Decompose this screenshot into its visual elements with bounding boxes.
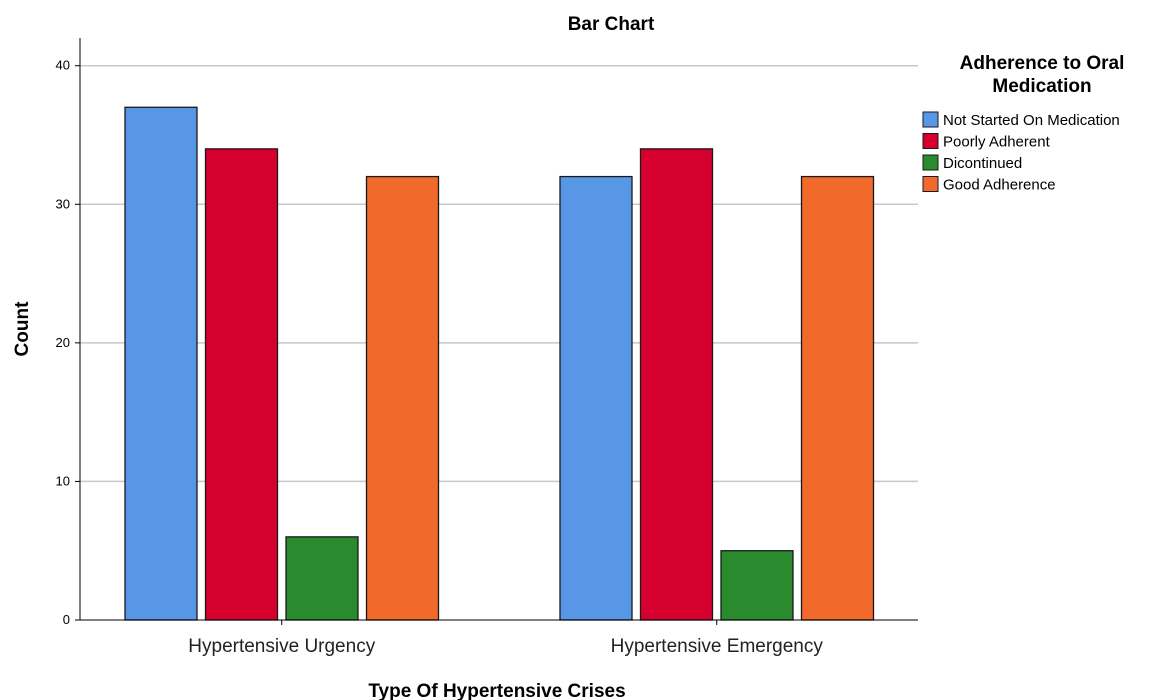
legend-label: Poorly Adherent [943,134,1051,151]
legend-swatch [922,133,939,149]
bars [124,106,875,621]
legend-title-line-2: Medication [992,76,1091,97]
bar-good-adherence-hypertensive-emergency [800,175,875,621]
bar-poorly-adherent-hypertensive-urgency [204,148,279,621]
legend-label: Dicontinued [943,155,1022,172]
bar-not-started-on-medication-hypertensive-emergency [559,175,633,621]
y-axis-title: Count [12,301,33,357]
y-tick-label: 40 [56,58,70,73]
bar-dicontinued-hypertensive-urgency [285,536,359,621]
y-tick-labels: 0 10 20 30 40 [56,58,70,627]
bar-good-adherence-hypertensive-urgency [365,175,440,621]
legend-title-line-1: Adherence to Oral [960,53,1125,74]
bar-poorly-adherent-hypertensive-emergency [639,148,714,621]
bar-dicontinued-hypertensive-emergency [720,550,794,621]
x-category-label: Hypertensive Urgency [188,636,375,657]
y-tick-label: 0 [63,612,70,627]
axes [75,38,918,625]
x-category-labels: Hypertensive Urgency Hypertensive Emergen… [188,636,823,657]
legend-label: Not Started On Medication [943,112,1120,129]
x-category-label: Hypertensive Emergency [611,636,824,657]
y-tick-label: 20 [56,335,70,350]
legend-swatch [922,154,939,171]
bar-not-started-on-medication-hypertensive-urgency [124,106,198,621]
legend: Adherence to Oral Medication Not Started… [922,53,1125,194]
chart-title: Bar Chart [568,14,655,35]
x-axis-title: Type Of Hypertensive Crises [368,681,625,700]
legend-swatch [922,111,939,128]
y-tick-label: 10 [56,473,70,488]
legend-label: Good Adherence [943,177,1056,194]
legend-swatch [922,176,939,192]
y-tick-label: 30 [56,196,70,211]
